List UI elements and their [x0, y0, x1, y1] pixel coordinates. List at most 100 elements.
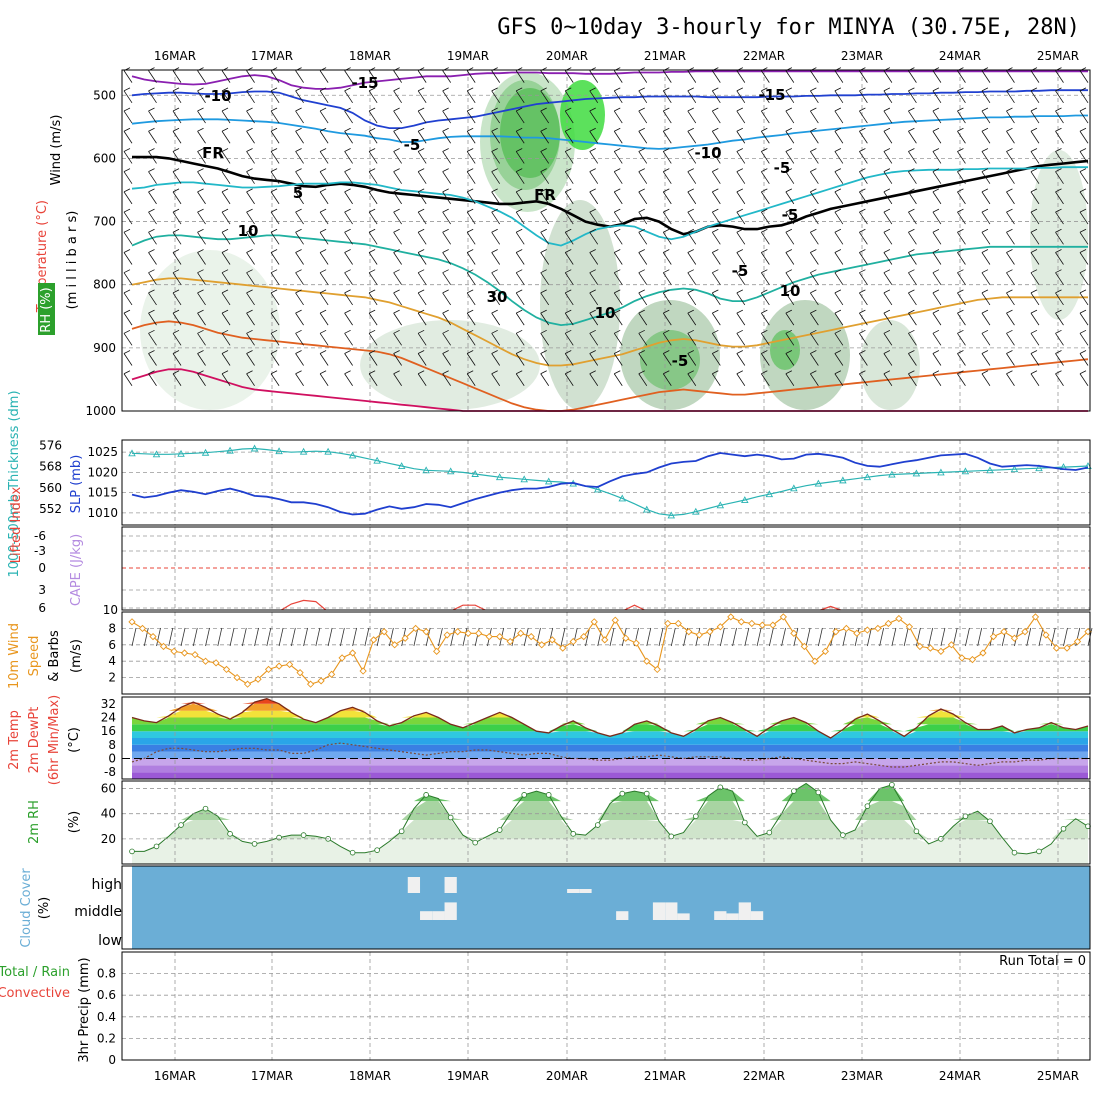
wind-barb-flag	[368, 228, 376, 233]
wind-barb-shaft	[515, 70, 525, 83]
thickness-marker	[863, 473, 872, 481]
wind-barb-shaft	[589, 373, 599, 386]
wind-barb-shaft	[736, 191, 746, 205]
wind-barb-flag	[687, 370, 694, 375]
wind-barb-shaft	[221, 353, 231, 366]
wind-barb-flag	[540, 107, 547, 112]
wind-barb-shaft	[834, 191, 844, 205]
rh2m-marker	[227, 831, 233, 837]
wind-barb-flag	[172, 269, 180, 274]
wind-barb-flag	[785, 370, 793, 375]
surface-wind-barb	[891, 627, 897, 647]
wind-barb-shaft	[1006, 151, 1015, 164]
wind-barb-flag	[221, 269, 229, 274]
wind-barb-flag	[172, 249, 180, 253]
wind-barb-flag	[589, 208, 596, 213]
wind-barb-flag	[932, 289, 940, 294]
wind-barb-flag	[614, 269, 621, 274]
wind-barb-shaft	[442, 90, 451, 104]
wind-barb-shaft	[662, 110, 672, 124]
rh2m-marker	[717, 784, 724, 791]
wind-barb-shaft	[197, 211, 206, 225]
wind-barb-shaft	[613, 70, 623, 83]
wind-barb-shaft	[466, 272, 476, 285]
wind-barb-flag	[736, 208, 743, 213]
wind-barb-shaft	[932, 70, 942, 83]
wind-barb-flag	[883, 269, 891, 274]
wind-barb-shaft	[148, 70, 157, 83]
wind-barb-shaft	[1030, 211, 1040, 225]
wind-barb-flag	[614, 208, 621, 213]
wind-barb-flag	[295, 249, 302, 253]
wind-speed-marker	[853, 629, 861, 637]
wind-barb-shaft	[1055, 292, 1064, 306]
wind-barb-shaft	[442, 151, 451, 164]
wind-barb-shaft	[932, 272, 942, 285]
wind-barb-flag	[393, 87, 400, 92]
wind-barb-flag	[442, 269, 449, 274]
temp2m-tick: 16	[101, 724, 116, 738]
wind-barb-flag	[270, 208, 278, 213]
rh2m-marker	[692, 813, 699, 820]
wind-barb-flag	[1006, 208, 1013, 213]
wind-barb-shaft	[270, 232, 280, 245]
surface-wind-barb	[903, 627, 909, 647]
wind-speed-marker	[338, 654, 346, 662]
wind-barb-flag	[663, 107, 670, 112]
wind-barb-flag	[687, 228, 694, 233]
thickness-marker	[667, 511, 676, 519]
wind-barb-flag	[1079, 228, 1087, 233]
wind-barb-flag	[638, 148, 645, 152]
wind-barb-flag	[589, 148, 596, 152]
wind-barb-flag	[393, 269, 400, 274]
wind-barb-shaft	[123, 90, 133, 104]
cape-label: CAPE (J/kg)	[69, 534, 84, 606]
wind-barb-flag	[981, 168, 989, 173]
wind-barb-shaft	[687, 131, 697, 144]
cloud-bar-high	[567, 889, 580, 893]
wind-barb-flag	[687, 309, 694, 314]
cloud-label: Cloud Cover	[19, 868, 34, 948]
wind-barb-shaft	[957, 312, 966, 326]
thickness-marker	[128, 449, 136, 457]
wind-barb-flag	[638, 188, 645, 193]
surface-wind-barb	[805, 627, 811, 647]
wind-barb-shaft	[638, 171, 648, 184]
top-date-axis: 16MAR 17MAR 18MAR 19MAR 20MAR 21MAR 22MAR 23MAR…	[154, 49, 1079, 63]
wind-speed-marker	[926, 644, 935, 652]
surface-wind-barb	[462, 627, 468, 647]
wind-barb-shaft	[295, 373, 304, 386]
wind-barb-flag	[516, 370, 523, 375]
wind-barb-flag	[908, 370, 915, 375]
wind10m-label-a: 10m Wind	[7, 623, 22, 689]
cloud-bar-high	[579, 889, 592, 893]
isotherm-contours	[131, 70, 1089, 412]
isotherm-line	[131, 320, 1089, 412]
wind-barb-shaft	[785, 110, 795, 124]
wind-speed-marker	[496, 632, 504, 641]
wind-barb-shaft	[736, 70, 746, 83]
wind-barb-flag	[883, 127, 891, 132]
wind-barb-flag	[638, 269, 645, 274]
wind-barb-flag	[638, 350, 645, 354]
wind-barb-shaft	[810, 252, 819, 265]
wind-barb-flag	[663, 148, 670, 152]
wind-barb-shaft	[932, 151, 942, 164]
wind-barb-shaft	[148, 191, 157, 205]
thickness-marker	[741, 496, 749, 503]
wind-barb-flag	[417, 87, 425, 92]
wind-barb-shaft	[319, 353, 329, 366]
rh2m-marker	[840, 832, 846, 838]
wind-barb-shaft	[613, 131, 623, 144]
wind-barb-flag	[638, 249, 645, 253]
wind-barb-flag	[148, 309, 155, 314]
wind10m-label-b: Speed	[27, 636, 42, 677]
wind-barb-flag	[246, 350, 253, 354]
wind-barb-shaft	[417, 151, 427, 164]
wind-barb-flag	[957, 309, 964, 314]
surface-wind-barb	[523, 627, 529, 647]
wind-barb-flag	[1079, 188, 1087, 193]
precip-tick: 0.4	[97, 1010, 116, 1024]
wind-barb-shaft	[834, 312, 844, 326]
